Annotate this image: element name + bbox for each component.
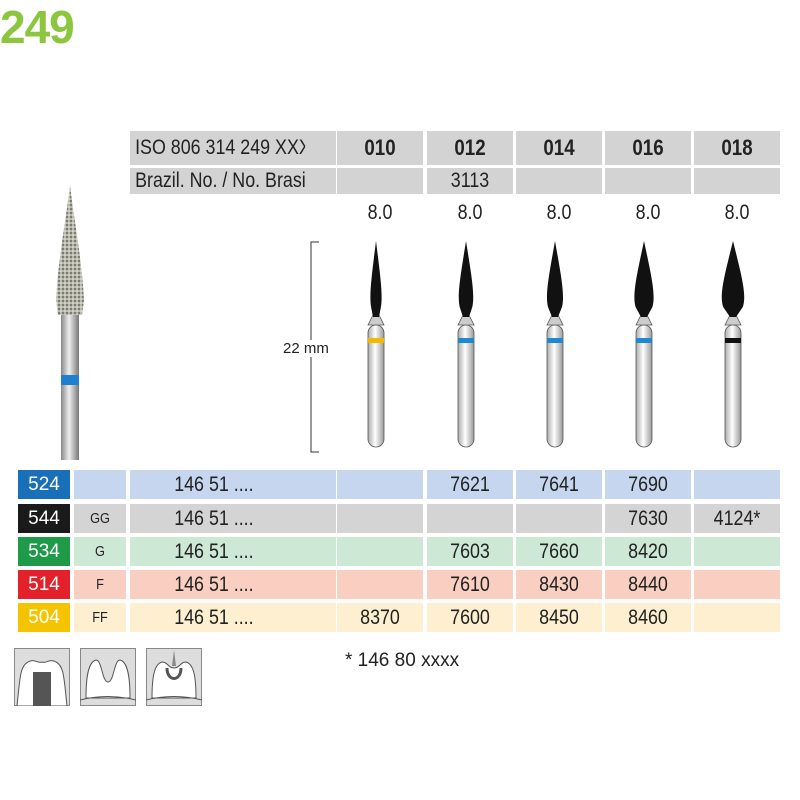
reference-number: 8420	[628, 539, 668, 563]
brazil-number	[522, 168, 595, 194]
size-header: 010	[364, 135, 396, 160]
reference-number: 7600	[450, 605, 490, 629]
reference-number	[700, 470, 773, 499]
grit-label: GG	[90, 510, 110, 527]
reference-number: 7603	[450, 539, 490, 563]
grit-code-badge: 504	[18, 603, 70, 632]
bur-color-ring	[458, 338, 474, 343]
reference-number	[343, 537, 416, 566]
reference-prefix: 146 51 ....	[174, 472, 254, 496]
brazil-number	[700, 168, 773, 194]
reference-prefix: 146 51 ....	[174, 572, 254, 596]
bur-images	[367, 241, 745, 448]
working-length: 8.0	[546, 201, 572, 224]
bur-image	[367, 241, 385, 448]
reference-number	[343, 504, 416, 533]
iso-label: ISO 806 314 249 XXX ...	[135, 136, 305, 159]
footnote: * 146 80 xxxx	[345, 650, 460, 671]
reference-number: 8440	[628, 572, 668, 596]
reference-number: 7630	[628, 506, 668, 530]
figure-number: 249	[0, 1, 75, 53]
grit-label	[78, 470, 122, 499]
large-bur-image	[56, 185, 84, 460]
brazil-label: Brazil. No. / No. Brasil.	[135, 169, 306, 192]
working-length: 8.0	[635, 201, 661, 224]
reference-number	[522, 504, 595, 533]
reference-number: 8460	[628, 605, 668, 629]
reference-number: 7610	[450, 572, 490, 596]
reference-prefix: 146 51 ....	[174, 539, 254, 563]
size-header: 018	[721, 135, 753, 160]
reference-number: 7621	[450, 472, 490, 496]
size-header: 016	[632, 135, 664, 160]
occlusal-finishing-icon	[146, 648, 202, 706]
size-header: 012	[454, 135, 486, 160]
bur-image	[721, 241, 745, 448]
reference-number: 4124*	[713, 506, 761, 530]
reference-number: 7690	[628, 472, 668, 496]
grit-code-badge: 544	[18, 504, 70, 533]
grit-label: G	[95, 543, 105, 560]
bur-color-ring	[636, 338, 652, 343]
grit-code-badge: 524	[18, 470, 70, 499]
reference-number	[343, 470, 416, 499]
bur-image	[457, 241, 475, 448]
reference-number: 7660	[539, 539, 579, 563]
bur-color-ring	[725, 338, 741, 343]
size-header: 014	[543, 135, 575, 160]
reference-number: 8370	[360, 605, 400, 629]
cavity-preparation-icon	[80, 648, 136, 706]
grit-code-badge: 534	[18, 537, 70, 566]
grit-label: F	[96, 576, 104, 593]
reference-number: 8450	[539, 605, 579, 629]
brazil-number	[611, 168, 684, 194]
bur-color-ring	[547, 338, 563, 343]
bur-color-ring	[368, 338, 384, 343]
reference-prefix: 146 51 ....	[174, 506, 254, 530]
working-length: 8.0	[457, 201, 483, 224]
reference-number	[343, 570, 416, 599]
grit-label: FF	[92, 609, 108, 626]
working-length: 8.0	[367, 201, 393, 224]
reference-number	[433, 504, 506, 533]
reference-number: 8430	[539, 572, 579, 596]
reference-number	[700, 570, 773, 599]
reference-prefix: 146 51 ....	[174, 605, 254, 629]
bur-image	[546, 241, 564, 448]
grit-code-badge: 514	[18, 570, 70, 599]
brazil-number: 3113	[450, 169, 490, 192]
reference-number	[700, 537, 773, 566]
brazil-number	[343, 168, 416, 194]
bur-image	[634, 241, 654, 448]
reference-number: 7641	[539, 472, 579, 496]
dimension-label: 22 mm	[283, 340, 329, 357]
crown-preparation-icon	[14, 648, 70, 706]
reference-number	[700, 603, 773, 632]
working-length: 8.0	[724, 201, 750, 224]
